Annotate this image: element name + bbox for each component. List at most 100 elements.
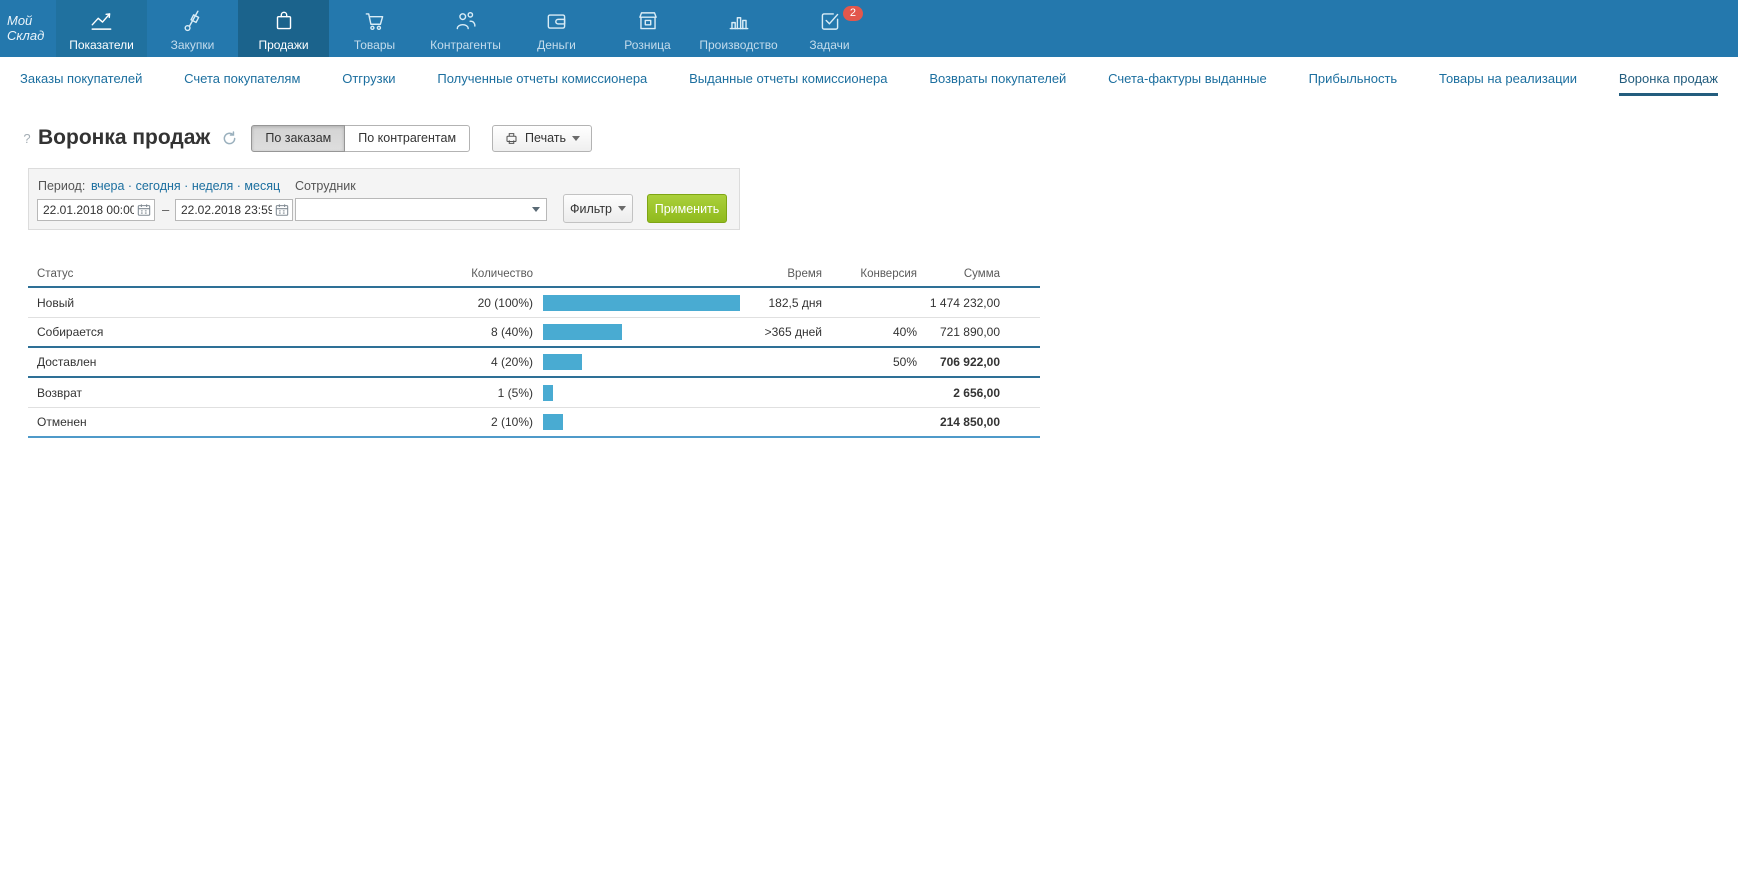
- app-logo[interactable]: Мой Склад: [0, 0, 56, 57]
- table-row[interactable]: Собирается 8 (40%) >365 дней 40% 721 890,00: [28, 318, 1040, 348]
- conversion-cell: 50%: [892, 355, 917, 369]
- col-sum: Сумма: [963, 268, 1000, 280]
- chart-line-icon: [89, 5, 115, 37]
- col-status: Статус: [37, 268, 74, 280]
- section-tab[interactable]: Отгрузки: [342, 70, 396, 86]
- wallet-icon: [544, 5, 570, 37]
- help-icon[interactable]: ?: [23, 130, 31, 146]
- period-link-сегодня[interactable]: сегодня: [135, 179, 181, 193]
- period-link-месяц[interactable]: месяц: [244, 179, 281, 193]
- status-cell: Отменен: [37, 415, 87, 429]
- sum-cell: 214 850,00: [939, 415, 1000, 429]
- period-link-неделя[interactable]: неделя: [191, 179, 234, 193]
- section-tab[interactable]: Воронка продаж: [1618, 57, 1719, 99]
- period-quick-links: вчера · сегодня · неделя · месяц: [91, 179, 281, 193]
- refresh-icon[interactable]: [222, 130, 237, 146]
- section-tab[interactable]: Прибыльность: [1308, 70, 1398, 86]
- funnel-bar: [543, 414, 563, 430]
- col-time: Время: [787, 268, 822, 280]
- funnel-bar-cell: [533, 354, 743, 370]
- topnav-item-label: Продажи: [258, 38, 309, 52]
- section-tab[interactable]: Товары на реализации: [1439, 70, 1578, 86]
- col-count: Количество: [471, 268, 533, 280]
- employee-select[interactable]: [295, 198, 547, 221]
- bar-chart-icon: [726, 5, 752, 37]
- time-cell: 182,5 дня: [768, 295, 823, 310]
- sum-cell: 2 656,00: [953, 385, 1000, 400]
- section-tab[interactable]: Заказы покупателей: [20, 70, 143, 86]
- topnav-item-производство[interactable]: Производство: [693, 0, 784, 57]
- period-link-вчера[interactable]: вчера: [91, 179, 125, 193]
- task-check-icon: [817, 5, 843, 37]
- funnel-rows: Новый 20 (100%) 182,5 дня 1 474 232,00 Собир…: [28, 288, 1040, 438]
- funnel-bar: [543, 384, 553, 401]
- col-conversion: Конверсия: [860, 268, 917, 280]
- calendar-icon[interactable]: [137, 203, 151, 217]
- people-icon: [453, 5, 479, 37]
- app-logo-line1: Мой: [7, 13, 33, 29]
- filter-button-label: Фильтр: [570, 201, 612, 216]
- topnav-item-деньги[interactable]: Деньги: [511, 0, 602, 57]
- funnel-bar-cell: [533, 324, 743, 340]
- chevron-down-icon: [618, 206, 626, 211]
- section-tab[interactable]: Выданные отчеты комиссионера: [689, 70, 888, 86]
- top-navigation: Мой Склад Показатели Закупки Продажи Товары…: [0, 0, 1738, 57]
- count-cell: 4 (20%): [490, 355, 533, 369]
- filter-button[interactable]: Фильтр: [563, 194, 633, 223]
- date-to-input[interactable]: [175, 199, 293, 221]
- section-tab[interactable]: Возвраты покупателей: [929, 70, 1067, 86]
- topnav-item-продажи[interactable]: Продажи: [238, 0, 329, 57]
- print-label: Печать: [525, 131, 566, 145]
- employee-label: Сотрудник: [295, 179, 356, 193]
- apply-button[interactable]: Применить: [647, 194, 727, 223]
- count-cell: 8 (40%): [490, 325, 533, 339]
- topnav-item-label: Контрагенты: [430, 38, 501, 52]
- calendar-icon[interactable]: [275, 203, 289, 217]
- sum-cell: 721 890,00: [939, 325, 1000, 339]
- page-title: Воронка продаж: [38, 126, 211, 149]
- topnav-item-розница[interactable]: Розница: [602, 0, 693, 57]
- topnav-item-закупки[interactable]: Закупки: [147, 0, 238, 57]
- funnel-bar-cell: [533, 294, 743, 311]
- funnel-bar-cell: [533, 384, 743, 401]
- count-cell: 2 (10%): [490, 415, 533, 429]
- status-cell: Доставлен: [37, 355, 97, 369]
- topnav-item-label: Деньги: [537, 38, 576, 52]
- chevron-down-icon: [572, 135, 580, 141]
- topnav-item-label: Производство: [699, 38, 778, 52]
- table-row[interactable]: Новый 20 (100%) 182,5 дня 1 474 232,00: [28, 288, 1040, 318]
- funnel-bar-cell: [533, 414, 743, 430]
- table-row[interactable]: Доставлен 4 (20%) 50% 706 922,00: [28, 348, 1040, 378]
- printer-icon: [506, 132, 517, 144]
- section-tab[interactable]: Полученные отчеты комиссионера: [437, 70, 648, 86]
- toggle-by-counterparties[interactable]: По контрагентам: [344, 124, 471, 152]
- topnav-item-показатели[interactable]: Показатели: [56, 0, 147, 57]
- storefront-icon: [635, 5, 661, 37]
- table-row[interactable]: Отменен 2 (10%) 214 850,00: [28, 408, 1040, 438]
- topnav-item-товары[interactable]: Товары: [329, 0, 420, 57]
- sum-cell: 1 474 232,00: [929, 295, 1000, 310]
- toggle-by-orders[interactable]: По заказам: [251, 124, 346, 152]
- date-range-dash: –: [162, 202, 170, 217]
- tasks-count-badge: 2: [842, 6, 863, 21]
- topnav-item-label: Розница: [624, 38, 671, 52]
- sum-cell: 706 922,00: [939, 355, 1000, 369]
- time-cell: >365 дней: [764, 325, 822, 339]
- table-row[interactable]: Возврат 1 (5%) 2 656,00: [28, 378, 1040, 408]
- funnel-table: Статус Количество Время Конверсия Сумма …: [28, 262, 1040, 438]
- filter-panel: Период: вчера · сегодня · неделя · месяц…: [28, 168, 740, 230]
- chevron-down-icon: [532, 207, 540, 212]
- count-cell: 20 (100%): [477, 295, 533, 310]
- topnav-items: Показатели Закупки Продажи Товары Контрагент…: [56, 0, 875, 57]
- date-from-input[interactable]: [37, 199, 155, 221]
- print-button[interactable]: Печать: [492, 124, 592, 152]
- topnav-item-задачи[interactable]: Задачи 2: [784, 0, 875, 57]
- count-cell: 1 (5%): [497, 385, 533, 400]
- funnel-bar: [543, 294, 740, 311]
- section-tab[interactable]: Счета-фактуры выданные: [1108, 70, 1267, 86]
- topnav-item-label: Товары: [353, 38, 396, 52]
- funnel-bar: [543, 354, 582, 370]
- section-tab[interactable]: Счета покупателям: [184, 70, 301, 86]
- topnav-item-контрагенты[interactable]: Контрагенты: [420, 0, 511, 57]
- view-toggle: По заказам По контрагентам: [251, 124, 471, 152]
